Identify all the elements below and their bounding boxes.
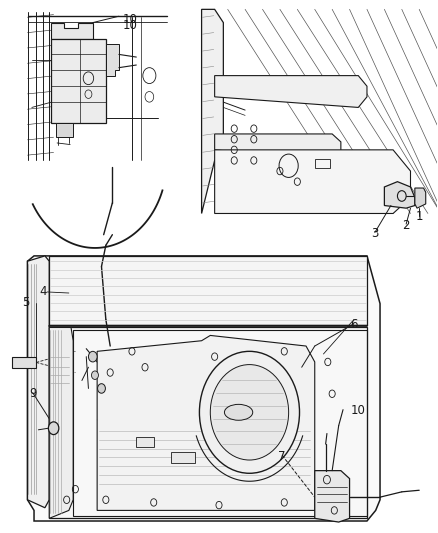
Bar xyxy=(12,357,36,368)
Bar xyxy=(315,159,330,168)
Text: 5: 5 xyxy=(22,296,30,309)
Polygon shape xyxy=(49,327,73,519)
Text: 10: 10 xyxy=(351,404,366,417)
Polygon shape xyxy=(56,123,73,136)
Circle shape xyxy=(92,371,99,379)
Polygon shape xyxy=(415,188,426,208)
Polygon shape xyxy=(97,335,315,511)
Text: 2: 2 xyxy=(403,219,410,232)
Polygon shape xyxy=(215,76,367,108)
Polygon shape xyxy=(106,44,119,76)
Circle shape xyxy=(199,351,300,473)
Text: 9: 9 xyxy=(29,387,36,400)
Polygon shape xyxy=(51,38,106,123)
Polygon shape xyxy=(51,22,93,38)
Text: 6: 6 xyxy=(350,318,358,332)
Polygon shape xyxy=(215,150,410,214)
Bar xyxy=(171,452,195,463)
Polygon shape xyxy=(49,256,367,325)
Polygon shape xyxy=(28,256,49,508)
Bar xyxy=(136,437,154,447)
Ellipse shape xyxy=(224,405,253,420)
Polygon shape xyxy=(28,256,380,521)
Text: 3: 3 xyxy=(371,227,378,240)
Text: 10: 10 xyxy=(122,19,137,32)
Polygon shape xyxy=(215,134,341,160)
Circle shape xyxy=(88,351,97,362)
Text: 10: 10 xyxy=(122,13,137,26)
Polygon shape xyxy=(385,182,415,208)
Text: 4: 4 xyxy=(39,286,46,298)
Text: 1: 1 xyxy=(416,210,423,223)
Circle shape xyxy=(48,422,59,434)
Circle shape xyxy=(210,365,289,460)
Polygon shape xyxy=(201,10,223,214)
Polygon shape xyxy=(315,471,350,522)
Polygon shape xyxy=(49,327,367,519)
Text: 7: 7 xyxy=(279,450,286,463)
Circle shape xyxy=(98,384,106,393)
